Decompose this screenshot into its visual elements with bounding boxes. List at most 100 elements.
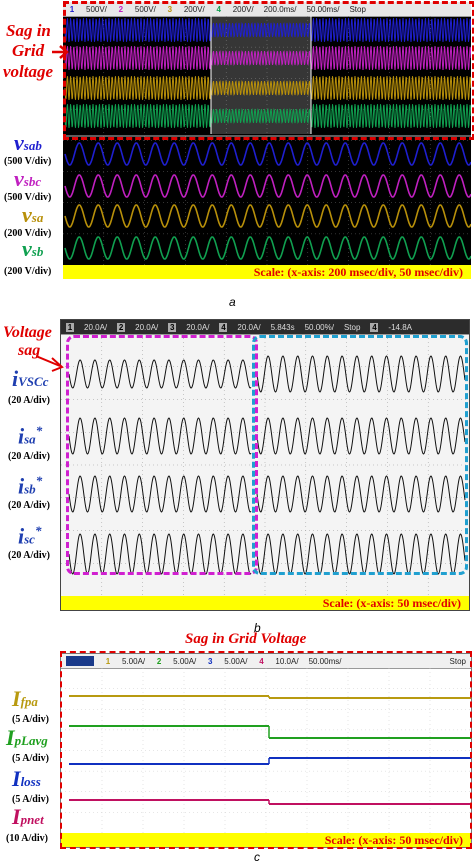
trace-dense-sag-3 <box>210 108 312 124</box>
b-label-isc-base: i <box>18 523 25 549</box>
panel-b-sag-box-magenta <box>66 335 258 575</box>
trace-dense-sag-1 <box>210 50 312 66</box>
c-label-ifpa: Ifpa <box>12 688 38 710</box>
a-annotation-line1: Sag in <box>6 21 51 40</box>
b-label-isb-base: i <box>18 473 25 499</box>
a-label-vsa-sub: sa <box>31 210 44 225</box>
trace-dense-2-post <box>310 75 471 101</box>
b-hdr-ch1-scale: 20.0A/ <box>84 322 108 332</box>
b-label-isb-sub: sb <box>24 481 36 497</box>
trace-dense-sag-2 <box>210 80 312 96</box>
trace-zoom-2 <box>64 204 471 228</box>
b-hdr-ch3-scale: 20.0A/ <box>186 322 210 332</box>
panel-c-waveforms <box>61 668 471 833</box>
c-hdr-ch2: 2 <box>156 656 162 666</box>
a-label-vsab: vsab <box>14 132 42 154</box>
b-annotation-line2: sag <box>18 342 41 359</box>
b-hdr-stop: Stop <box>343 322 361 332</box>
a-label-vsa-base: v <box>22 202 32 227</box>
b-label-isc: isc* <box>18 524 41 547</box>
a-hdr-ch1: 1 <box>69 4 75 14</box>
b-label-isc-sub: sc <box>24 531 35 547</box>
c-hdr-ch2-scale: 5.00A/ <box>173 656 197 666</box>
b-label-isb-sup: * <box>35 473 43 488</box>
b-hdr-ch1: 1 <box>66 322 74 332</box>
b-hdr-time: 5.843s <box>270 322 295 332</box>
a-label-vsbc-sub: sbc <box>23 174 42 189</box>
a-hdr-ch1-scale: 500V/ <box>86 4 107 14</box>
trace-b-0-normal <box>256 355 466 393</box>
b-label-ivscc-base: i <box>12 366 19 391</box>
panel-a-waveforms <box>63 16 471 265</box>
b-hdr-ch2-scale: 20.0A/ <box>135 322 159 332</box>
c-label-ipnet-base: I <box>12 804 21 829</box>
b-hdr-trig-level: -14.8A <box>388 322 412 332</box>
a-scale-vsb: (200 V/div) <box>4 266 52 277</box>
b-label-isa: isa* <box>18 424 42 447</box>
a-label-vsb-sub: sb <box>31 244 44 259</box>
c-hdr-ch4-scale: 10.0A/ <box>275 656 299 666</box>
trace-dense-3-post <box>310 103 471 129</box>
panel-b-header: 1 20.0A/ 2 20.0A/ 3 20.0A/ 4 20.0A/ 5.84… <box>61 320 469 335</box>
c-label-ifpa-sub: fpa <box>20 694 38 709</box>
a-annotation-line2: Grid <box>12 41 45 60</box>
c-label-iloss-base: I <box>12 766 21 791</box>
trace-dense-1 <box>64 45 212 71</box>
a-scale-vsa: (200 V/div) <box>4 228 52 239</box>
b-label-isb: isb* <box>18 474 42 497</box>
c-hdr-block <box>66 656 94 666</box>
trace-dense-0-post <box>310 17 471 43</box>
a-annotation-arrow <box>52 45 69 59</box>
trace-zoom-0 <box>64 142 471 166</box>
trace-zoom-1 <box>64 174 471 198</box>
a-hdr-ch3: 3 <box>167 4 173 14</box>
c-label-ipnet-sub: pnet <box>20 812 44 827</box>
c-label-iplavg: IpLavg <box>6 727 48 749</box>
c-hdr-stop: Stop <box>449 656 466 666</box>
trace-b-2-sag <box>68 475 252 513</box>
c-scale-ipnet: (10 A/div) <box>6 833 48 844</box>
b-hdr-ch4-scale: 20.0A/ <box>237 322 261 332</box>
panel-c-scale-bar: Scale: (x-axis: 50 msec/div) <box>61 833 471 847</box>
caption-a: a <box>229 295 236 309</box>
b-annotation-line1: Voltage <box>3 324 52 341</box>
c-label-ifpa-base: I <box>12 686 21 711</box>
c-hdr-ch3-scale: 5.00A/ <box>224 656 248 666</box>
trace-b-0-sag <box>68 359 252 389</box>
panel-a-scale-bar: Scale: (x-axis: 200 msec/div, 50 msec/di… <box>63 265 471 279</box>
b-scale-isb: (20 A/div) <box>8 500 50 511</box>
a-label-vsbc-base: v <box>14 166 24 191</box>
a-hdr-ch4: 4 <box>216 4 221 14</box>
c-label-ipnet: Ipnet <box>12 806 44 828</box>
panel-a-scope: 1 500V/ 2 500V/ 3 200V/ 4 200V/ 200.0ms/… <box>63 2 471 279</box>
b-label-isa-sup: * <box>35 423 43 438</box>
c-hdr-ch1: 1 <box>105 656 111 666</box>
a-label-vsbc: vsbc <box>14 168 41 190</box>
a-scale-vsbc: (500 V/div) <box>4 192 52 203</box>
c-scale-iloss: (5 A/div) <box>12 794 49 805</box>
panel-b-scope: 1 20.0A/ 2 20.0A/ 3 20.0A/ 4 20.0A/ 5.84… <box>60 319 470 611</box>
panel-a-header: 1 500V/ 2 500V/ 3 200V/ 4 200V/ 200.0ms/… <box>63 2 471 17</box>
trace-dense-sag-0 <box>210 22 312 38</box>
caption-b: b <box>254 621 261 635</box>
b-label-ivscc-sub: VSCc <box>18 374 49 389</box>
b-hdr-ch4: 4 <box>219 322 228 332</box>
a-annotation-line3: voltage <box>3 62 54 81</box>
panel-c-sag-box <box>60 651 472 849</box>
c-hdr-ch4: 4 <box>259 656 264 666</box>
b-hdr-ch3: 3 <box>168 322 177 332</box>
panel-b-recovery-box-cyan <box>252 335 468 575</box>
b-hdr-trig-ch: 4 <box>370 322 379 332</box>
c-label-iplavg-base: I <box>6 725 15 750</box>
c-title: Sag in Grid Voltage <box>185 631 307 647</box>
trace-zoom-3 <box>64 236 471 260</box>
b-scale-isa: (20 A/div) <box>8 451 50 462</box>
a-hdr-stop: Stop <box>349 4 366 14</box>
a-label-vsa: vsa <box>22 204 43 226</box>
c-hdr-ch1-scale: 5.00A/ <box>122 656 146 666</box>
a-hdr-ch2-scale: 500V/ <box>134 4 156 14</box>
b-hdr-div: 50.00%/ <box>304 322 334 332</box>
b-label-isa-sub: sa <box>24 431 36 447</box>
trace-b-3-normal <box>256 533 466 575</box>
trace-dense-3 <box>64 103 212 129</box>
